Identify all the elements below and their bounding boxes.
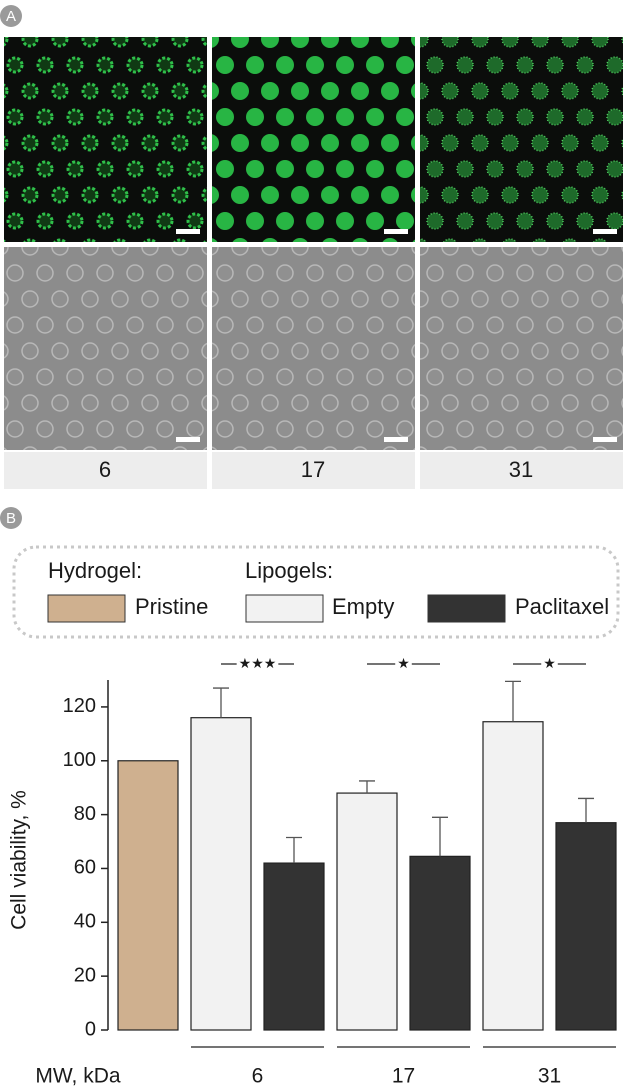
y-tick-label: 60 [74, 857, 96, 879]
legend-swatch [47, 594, 126, 623]
significance-mark: ★ [543, 656, 556, 672]
significance-mark: ★★★ [239, 656, 277, 672]
panel-label: B [6, 510, 16, 527]
y-tick-label: 0 [85, 1018, 96, 1040]
significance-mark: ★ [397, 656, 410, 672]
fluorescence-image [420, 37, 623, 242]
x-tick-label: 6 [252, 1065, 264, 1088]
bar [409, 855, 471, 1031]
y-tick-label: 100 [63, 749, 96, 771]
error-bar [286, 836, 302, 864]
error-bar [578, 797, 594, 823]
bar [555, 822, 617, 1031]
error-bar [213, 687, 229, 718]
dic-image [4, 247, 207, 450]
legend-swatch [427, 594, 506, 623]
legend-group: Lipogels: [245, 558, 333, 583]
legend-box [12, 545, 620, 639]
legend-label: Paclitaxel [515, 594, 609, 619]
error-bar [432, 816, 448, 857]
column-label: 6 [99, 457, 111, 482]
label-cell [420, 452, 623, 489]
bar [263, 862, 325, 1031]
bar [482, 721, 544, 1031]
y-tick-label: 40 [74, 911, 96, 933]
x-axis-label: MW, kDa [35, 1065, 120, 1088]
significance-bg [541, 656, 558, 672]
panel-badge [0, 507, 22, 529]
y-axis-label: Cell viability, % [8, 790, 31, 930]
fluorescence-image [212, 37, 415, 242]
x-tick-label: 31 [538, 1065, 561, 1088]
significance-bg [395, 656, 412, 672]
legend-swatch [245, 594, 324, 623]
column-label: 17 [301, 457, 325, 482]
error-bar [505, 680, 521, 722]
scale-bars [176, 229, 617, 442]
column-label: 31 [509, 457, 533, 482]
label-cell [4, 452, 207, 489]
panel-badge [0, 5, 22, 27]
x-tick-label: 17 [392, 1065, 415, 1088]
dic-image [212, 247, 415, 450]
legend-label: Empty [332, 594, 394, 619]
legend-group: Hydrogel: [48, 558, 142, 583]
y-tick-label: 120 [63, 695, 96, 717]
error-bar [359, 780, 375, 794]
bar [190, 717, 252, 1031]
y-tick-label: 80 [74, 803, 96, 825]
dic-image [420, 247, 623, 450]
panel-label: A [6, 8, 16, 25]
fluorescence-image [4, 37, 207, 242]
significance-bg [236, 656, 279, 672]
bar [117, 760, 179, 1031]
y-tick-label: 20 [74, 964, 96, 986]
label-cell [212, 452, 415, 489]
bar [336, 792, 398, 1031]
legend-label: Pristine [135, 594, 208, 619]
